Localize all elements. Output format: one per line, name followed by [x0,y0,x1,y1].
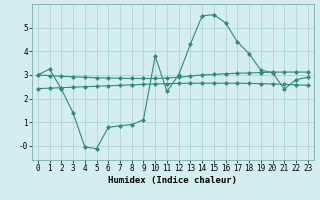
X-axis label: Humidex (Indice chaleur): Humidex (Indice chaleur) [108,176,237,185]
